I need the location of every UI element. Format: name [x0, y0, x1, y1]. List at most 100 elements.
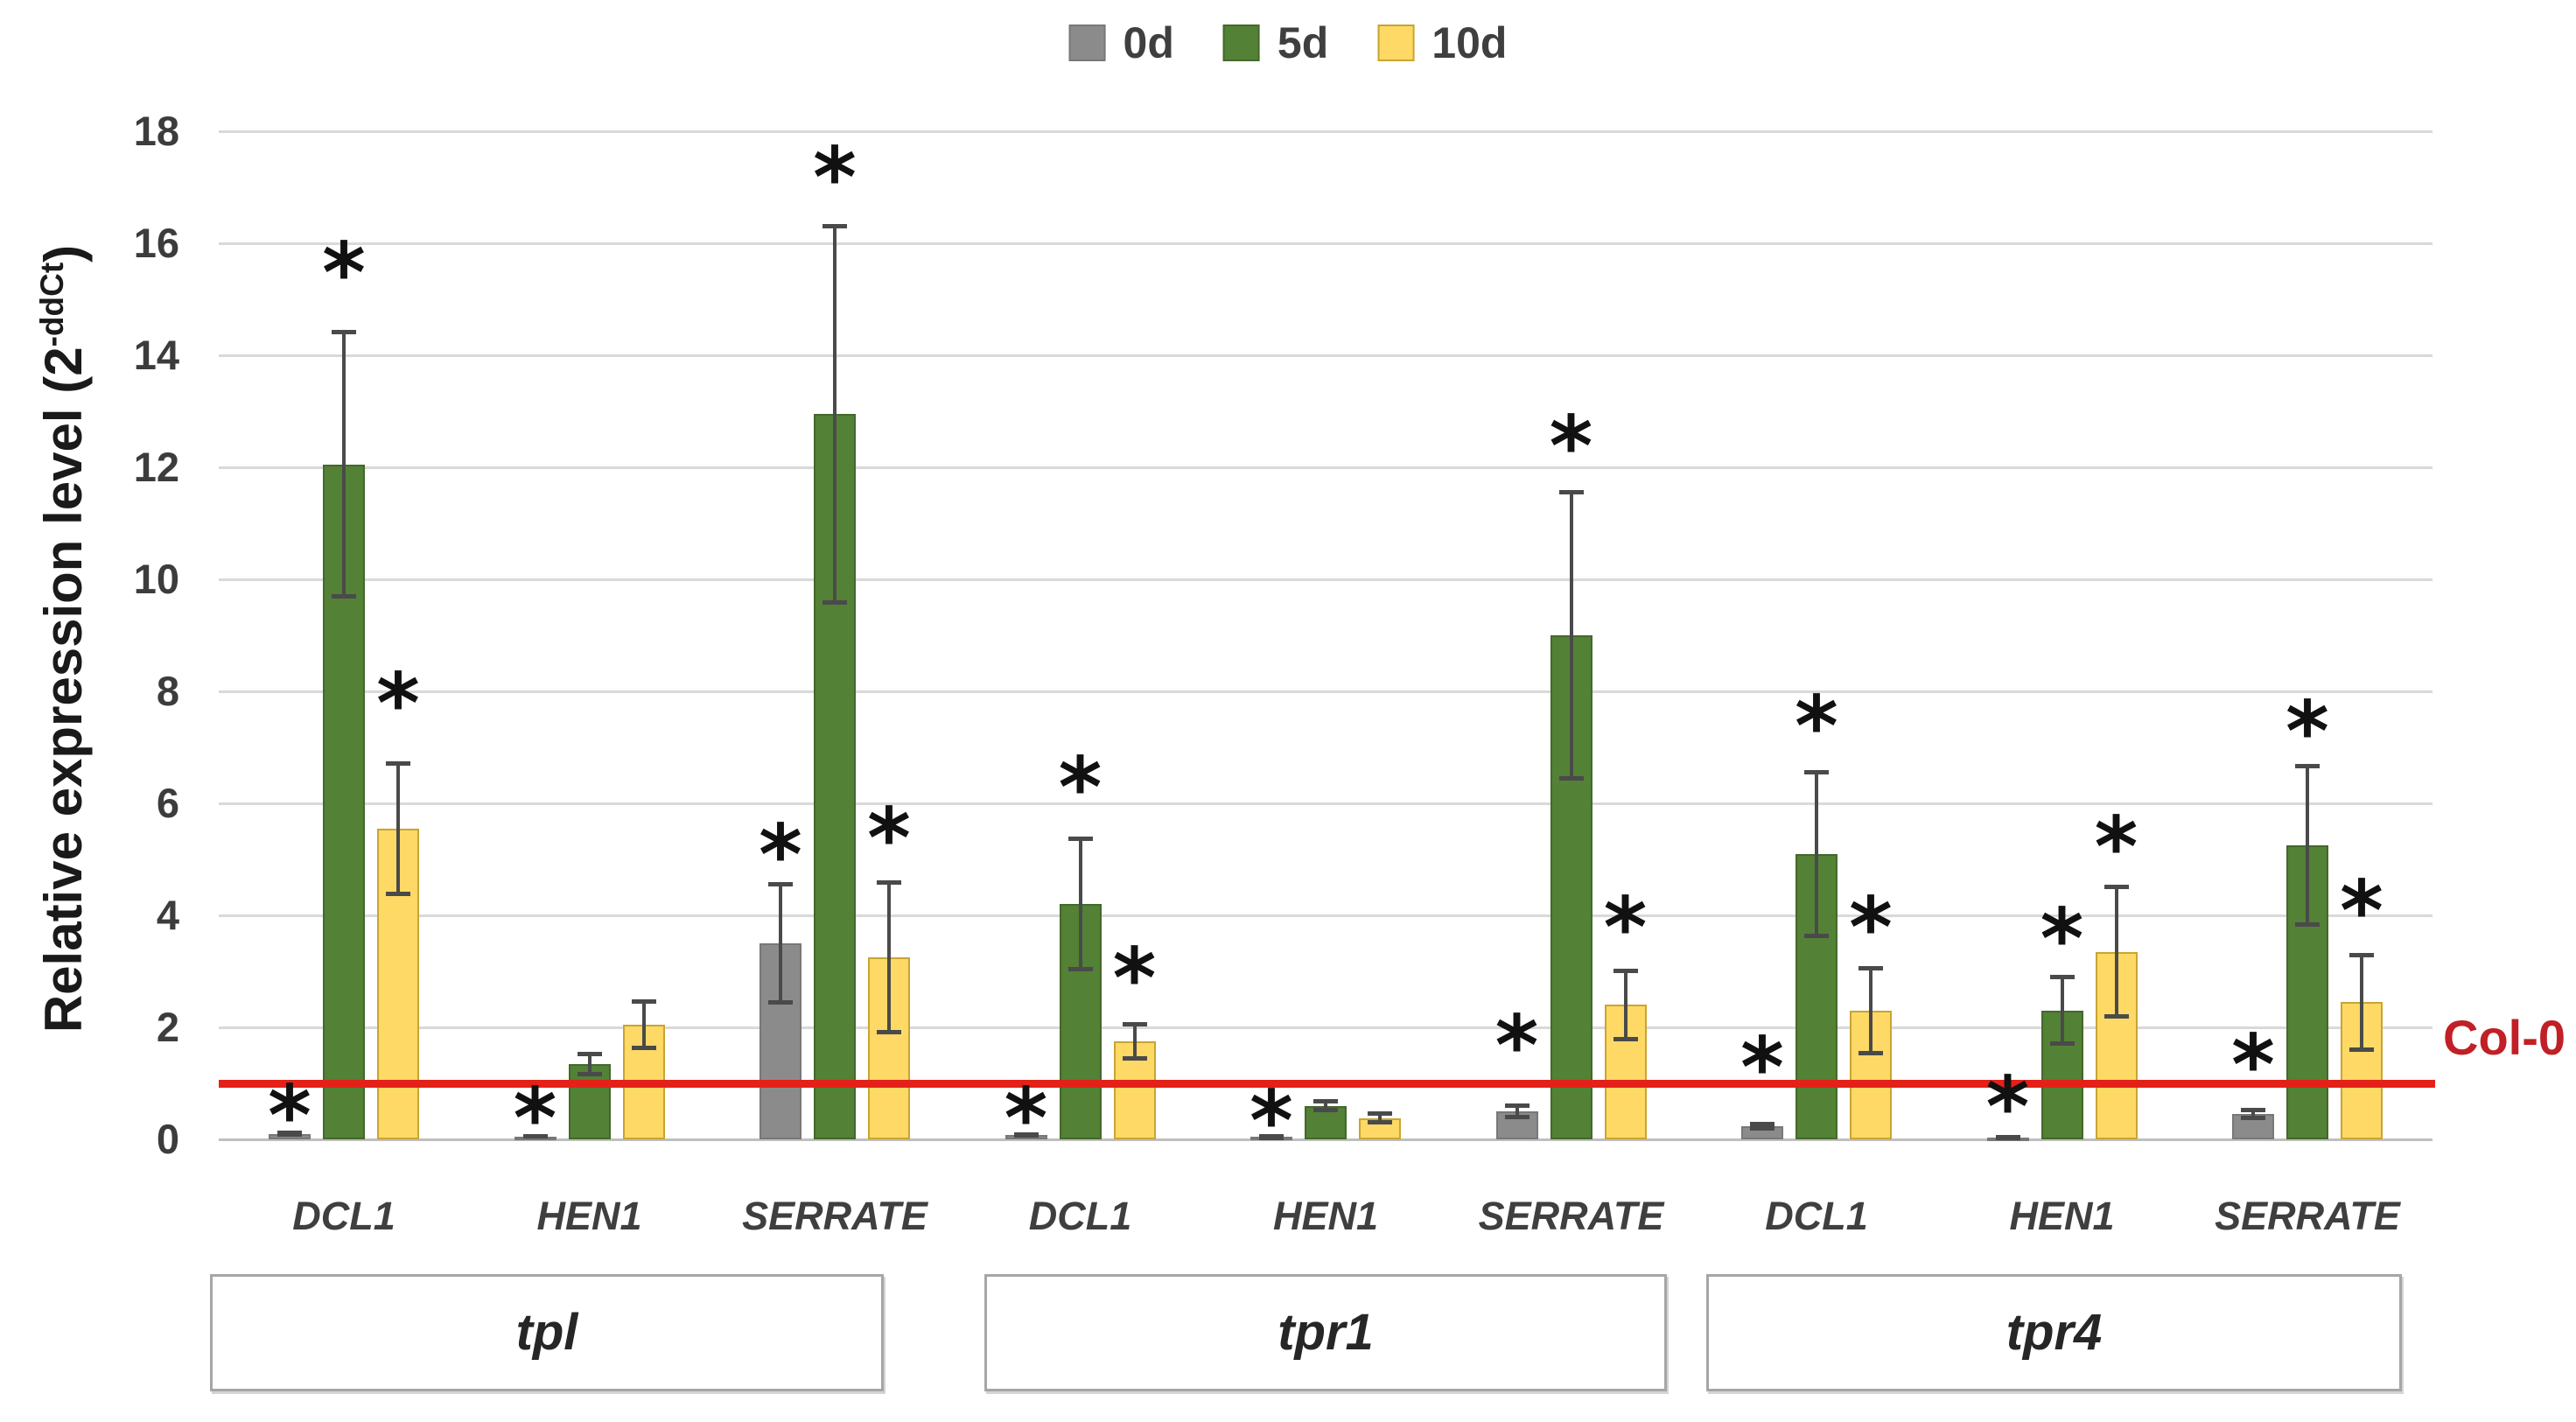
gene-label-tpr4-HEN1: HEN1	[2009, 1194, 2115, 1238]
error-bar-tpr4-HEN1-5d	[2049, 975, 2075, 1047]
gridline-y6	[219, 802, 2432, 805]
y-tick-label-0: 0	[156, 1116, 179, 1162]
significance-star-tpr4-HEN1-0d: *	[1985, 1060, 2030, 1157]
error-bar-tpr4-DCL1-10d	[1858, 965, 1883, 1055]
gene-label-tpl-SERRATE: SERRATE	[742, 1194, 928, 1238]
gridline-y12	[219, 466, 2432, 469]
group-box-tpl: tpl	[210, 1274, 884, 1391]
y-tick-label-10: 10	[133, 556, 179, 602]
gridline-y10	[219, 578, 2432, 581]
significance-star-tpr1-SERRATE-0d: *	[1494, 998, 1539, 1095]
significance-star-tpr4-DCL1-5d: *	[1795, 679, 1838, 775]
legend-item-10d: 10d	[1377, 21, 1507, 65]
gridline-y14	[219, 354, 2432, 357]
significance-star-tpr4-DCL1-10d: *	[1849, 880, 1893, 977]
error-bar-tpl-DCL1-5d	[332, 330, 356, 599]
bar-tpl-HEN1-5d	[568, 1063, 611, 1139]
y-tick-label-14: 14	[133, 332, 179, 378]
gene-label-tpl-DCL1: DCL1	[292, 1194, 396, 1238]
gene-label-tpr4-SERRATE: SERRATE	[2215, 1194, 2400, 1238]
error-bar-tpr1-SERRATE-0d	[1504, 1103, 1530, 1119]
error-bar-tpr1-SERRATE-5d	[1558, 489, 1584, 781]
error-bar-tpl-HEN1-5d	[577, 1051, 602, 1076]
significance-star-tpr4-DCL1-0d: *	[1740, 1020, 1784, 1117]
group-label-tpr4: tpr4	[2006, 1304, 2103, 1361]
significance-star-tpl-SERRATE-5d: *	[813, 130, 857, 227]
gene-label-tpl-HEN1: HEN1	[536, 1194, 642, 1238]
legend-item-0d: 0d	[1068, 18, 1174, 67]
significance-star-tpr1-HEN1-0d: *	[1250, 1074, 1293, 1171]
significance-star-tpr1-SERRATE-10d: *	[1603, 880, 1648, 977]
significance-star-tpr4-HEN1-5d: *	[2040, 892, 2084, 989]
gene-label-tpr4-DCL1: DCL1	[1765, 1194, 1868, 1238]
error-bar-tpl-SERRATE-10d	[877, 879, 901, 1035]
error-bar-tpr4-SERRATE-0d	[2241, 1108, 2265, 1121]
error-bar-tpr4-SERRATE-10d	[2349, 952, 2374, 1052]
reference-line-label: Col-0	[2443, 1010, 2566, 1065]
group-label-tpr1: tpr1	[1278, 1304, 1374, 1361]
legend-label-0d: 0d	[1123, 18, 1174, 67]
reference-line	[219, 1079, 2435, 1088]
error-bar-tpr1-HEN1-10d	[1368, 1111, 1392, 1125]
error-bar-tpr4-DCL1-0d	[1750, 1122, 1774, 1131]
error-bar-tpr1-DCL1-10d	[1122, 1021, 1147, 1061]
error-bar-tpl-HEN1-10d	[631, 999, 656, 1050]
y-tick-label-4: 4	[156, 892, 179, 938]
error-bar-tpl-SERRATE-5d	[822, 223, 847, 605]
error-bar-tpr4-DCL1-5d	[1804, 769, 1829, 938]
significance-star-tpr4-HEN1-10d: *	[2094, 799, 2138, 896]
significance-star-tpr1-DCL1-10d: *	[1112, 931, 1157, 1027]
significance-star-tpl-SERRATE-10d: *	[867, 791, 911, 887]
significance-star-tpr4-SERRATE-0d: *	[2231, 1018, 2275, 1115]
y-tick-label-12: 12	[133, 444, 179, 490]
y-tick-label-16: 16	[133, 220, 179, 266]
significance-star-tpr1-DCL1-5d: *	[1058, 740, 1102, 837]
significance-star-tpr4-SERRATE-10d: *	[2340, 864, 2384, 961]
error-bar-tpr1-SERRATE-10d	[1613, 968, 1638, 1041]
x-axis-line	[219, 1138, 2432, 1141]
gridline-y2	[219, 1026, 2432, 1029]
legend-swatch-10d	[1377, 25, 1415, 61]
y-tick-label-18: 18	[133, 108, 179, 154]
error-bar-tpr1-HEN1-5d	[1313, 1098, 1338, 1113]
significance-star-tpl-DCL1-10d: *	[376, 656, 420, 753]
significance-star-tpl-DCL1-5d: *	[322, 225, 366, 322]
y-tick-label-2: 2	[156, 1004, 179, 1050]
legend-swatch-5d	[1222, 25, 1260, 61]
significance-star-tpl-DCL1-0d: *	[268, 1068, 312, 1165]
gene-label-tpr1-HEN1: HEN1	[1272, 1194, 1379, 1238]
gene-label-tpr1-SERRATE: SERRATE	[1478, 1194, 1664, 1238]
group-box-tpr1: tpr1	[984, 1274, 1667, 1391]
legend-label-10d: 10d	[1432, 18, 1508, 67]
gridline-y8	[219, 690, 2432, 693]
group-box-tpr4: tpr4	[1706, 1274, 2402, 1391]
legend: 0d 5d 10d	[1068, 18, 1507, 67]
significance-star-tpl-SERRATE-0d: *	[759, 808, 802, 905]
error-bar-tpr1-DCL1-5d	[1068, 837, 1093, 971]
legend-swatch-0d	[1068, 25, 1106, 61]
significance-star-tpr4-SERRATE-5d: *	[2286, 684, 2329, 781]
legend-item-5d: 5d	[1222, 18, 1329, 67]
error-bar-tpl-HEN1-0d	[522, 1134, 548, 1139]
legend-label-5d: 5d	[1277, 18, 1329, 67]
error-bar-tpl-DCL1-10d	[386, 761, 410, 896]
error-bar-tpr1-DCL1-0d	[1013, 1131, 1039, 1138]
error-bar-tpr4-SERRATE-5d	[2295, 764, 2320, 927]
error-bar-tpr4-HEN1-10d	[2104, 884, 2129, 1019]
gridline-y18	[219, 130, 2432, 133]
y-tick-label-8: 8	[156, 668, 179, 714]
error-bar-tpr1-HEN1-0d	[1259, 1134, 1284, 1140]
gridline-y4	[219, 914, 2432, 917]
error-bar-tpl-SERRATE-0d	[768, 881, 793, 1005]
error-bar-tpr4-HEN1-0d	[1995, 1134, 2020, 1141]
significance-star-tpr1-DCL1-0d: *	[1004, 1071, 1048, 1167]
significance-star-tpl-HEN1-0d: *	[513, 1071, 557, 1167]
significance-star-tpr1-SERRATE-5d: *	[1549, 399, 1593, 495]
group-label-tpl: tpl	[515, 1304, 578, 1361]
y-tick-label-6: 6	[156, 780, 179, 826]
error-bar-tpl-DCL1-0d	[277, 1130, 302, 1138]
gene-label-tpr1-DCL1: DCL1	[1028, 1194, 1132, 1238]
gridline-y16	[219, 242, 2432, 245]
